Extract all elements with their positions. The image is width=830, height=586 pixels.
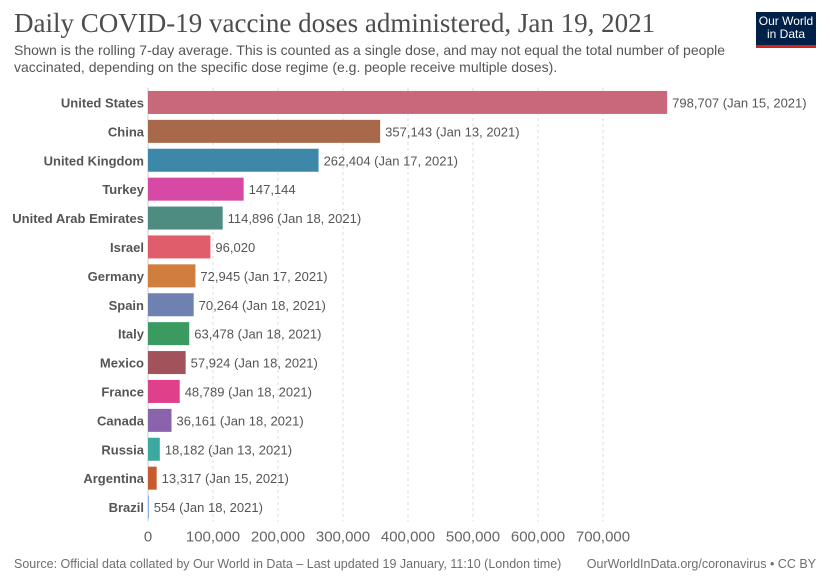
category-label: France [101, 384, 144, 399]
value-label: 96,020 [215, 240, 255, 255]
category-label: Brazil [109, 500, 144, 515]
value-label: 63,478 (Jan 18, 2021) [194, 327, 321, 342]
logo-line-1: Our World [758, 14, 814, 28]
bar[interactable] [148, 119, 381, 143]
x-tick-label: 700,000 [576, 529, 630, 546]
bar-row[interactable]: France 48,789 (Jan 18, 2021) [101, 379, 312, 403]
category-label: Israel [110, 240, 144, 255]
bar[interactable] [148, 148, 319, 172]
bar-row[interactable]: Turkey 147,144 [102, 177, 296, 201]
value-label: 57,924 (Jan 18, 2021) [191, 356, 318, 371]
value-label: 262,404 (Jan 17, 2021) [324, 153, 458, 168]
category-label: United States [61, 95, 144, 110]
bar-row[interactable]: Russia 18,182 (Jan 13, 2021) [101, 437, 292, 461]
footer-link[interactable]: OurWorldInData.org/coronavirus • CC BY [586, 557, 816, 571]
x-tick-label: 400,000 [381, 529, 435, 546]
value-label: 18,182 (Jan 13, 2021) [165, 442, 292, 457]
bar-row[interactable]: Israel 96,020 [110, 235, 255, 259]
bar-row[interactable]: United Arab Emirates 114,896 (Jan 18, 202… [12, 206, 361, 230]
value-label: 798,707 (Jan 15, 2021) [672, 95, 806, 110]
value-label: 70,264 (Jan 18, 2021) [199, 298, 326, 313]
logo-line-2: in Data [766, 27, 806, 41]
bar[interactable] [148, 235, 211, 259]
bar-row[interactable]: Germany 72,945 (Jan 17, 2021) [88, 264, 328, 288]
bar[interactable] [148, 177, 244, 201]
category-label: Turkey [102, 182, 144, 197]
bar-row[interactable]: Brazil 554 (Jan 18, 2021) [109, 495, 263, 519]
chart-title: Daily COVID-19 vaccine doses administere… [14, 8, 656, 38]
category-label: China [108, 124, 145, 139]
category-label: Mexico [100, 356, 144, 371]
x-tick-label: 300,000 [316, 529, 370, 546]
bar[interactable] [148, 293, 194, 317]
category-label: Spain [109, 298, 144, 313]
owid-logo[interactable]: Our World in Data [756, 12, 816, 48]
bar-row[interactable]: Mexico 57,924 (Jan 18, 2021) [100, 351, 318, 375]
bar[interactable] [148, 495, 149, 519]
chart-subtitle: Shown is the rolling 7-day average. This… [14, 42, 726, 75]
value-label: 72,945 (Jan 17, 2021) [200, 269, 327, 284]
category-label: Russia [101, 442, 144, 457]
bar[interactable] [148, 322, 190, 346]
value-label: 13,317 (Jan 15, 2021) [162, 471, 289, 486]
category-label: United Arab Emirates [12, 211, 144, 226]
x-tick-label: 200,000 [251, 529, 305, 546]
value-label: 114,896 (Jan 18, 2021) [228, 211, 361, 226]
value-label: 36,161 (Jan 18, 2021) [177, 413, 304, 428]
bar[interactable] [148, 90, 668, 114]
x-tick-label: 100,000 [186, 529, 240, 546]
value-label: 147,144 [249, 182, 296, 197]
bar-row[interactable]: Italy 63,478 (Jan 18, 2021) [118, 322, 321, 346]
x-tick-label: 500,000 [446, 529, 500, 546]
value-label: 554 (Jan 18, 2021) [154, 500, 263, 515]
x-tick-label: 0 [144, 529, 152, 546]
category-label: Italy [118, 327, 145, 342]
category-label: Canada [97, 413, 145, 428]
bar-row[interactable]: Canada 36,161 (Jan 18, 2021) [97, 408, 304, 432]
bars: United States 798,707 (Jan 15, 2021) China… [12, 90, 807, 519]
bar-row[interactable]: United States 798,707 (Jan 15, 2021) [61, 90, 807, 114]
x-axis: 0 100,000 200,000 300,000 400,000 500,000 600,… [144, 529, 630, 546]
bar[interactable] [148, 379, 180, 403]
category-label: Argentina [83, 471, 144, 486]
value-label: 357,143 (Jan 13, 2021) [385, 124, 519, 139]
category-label: Germany [88, 269, 145, 284]
bar-row[interactable]: Argentina 13,317 (Jan 15, 2021) [83, 466, 289, 490]
bar-row[interactable]: Spain 70,264 (Jan 18, 2021) [109, 293, 326, 317]
bar[interactable] [148, 351, 186, 375]
bar-row[interactable]: United Kingdom 262,404 (Jan 17, 2021) [44, 148, 458, 172]
x-tick-label: 600,000 [511, 529, 565, 546]
bar[interactable] [148, 206, 223, 230]
bar[interactable] [148, 264, 196, 288]
bar[interactable] [148, 408, 172, 432]
bar[interactable] [148, 437, 160, 461]
bar-row[interactable]: China 357,143 (Jan 13, 2021) [108, 119, 520, 143]
value-label: 48,789 (Jan 18, 2021) [185, 384, 312, 399]
category-label: United Kingdom [44, 153, 144, 168]
source-note: Source: Official data collated by Our Wo… [14, 557, 562, 571]
bar[interactable] [148, 466, 157, 490]
